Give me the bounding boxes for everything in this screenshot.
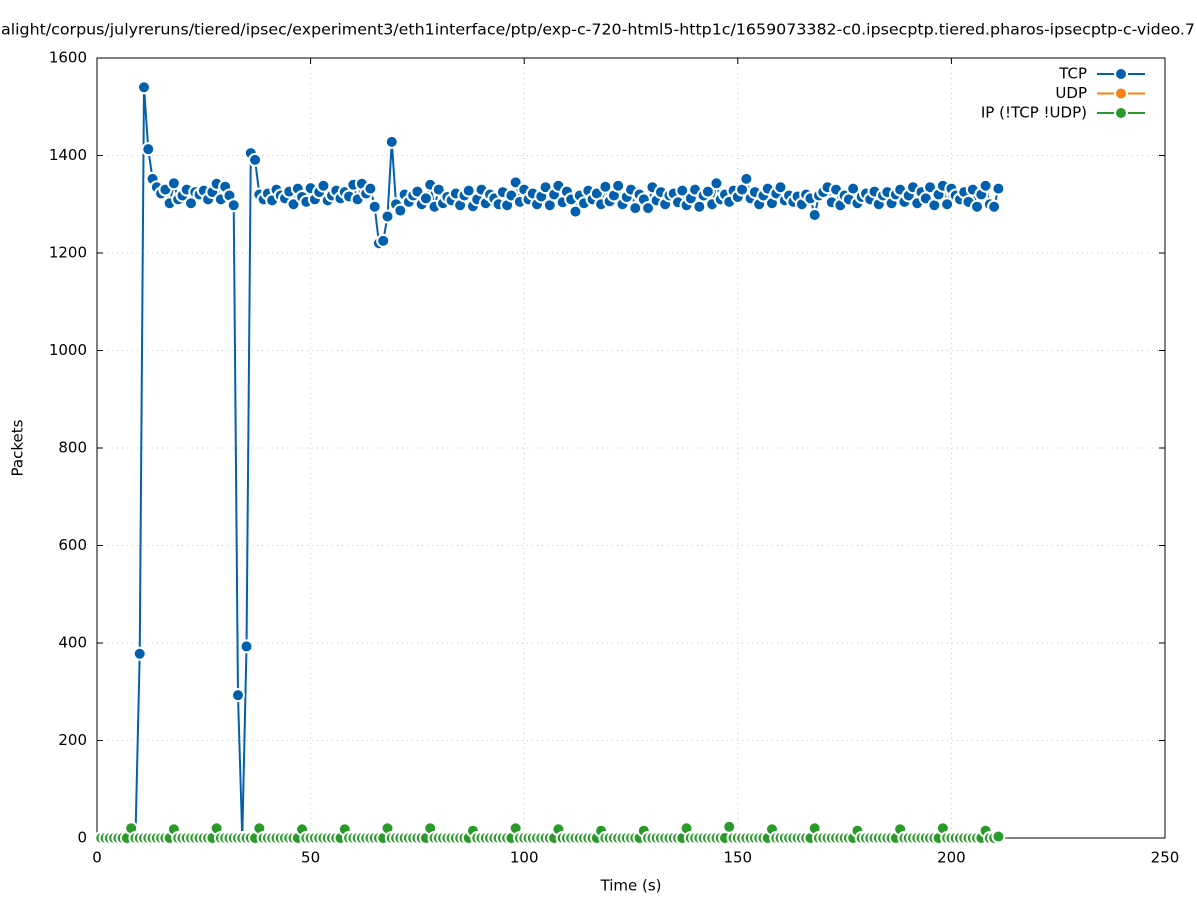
y-tick-label: 800 [58, 439, 87, 457]
x-tick-label: 50 [301, 849, 320, 867]
y-axis-label: Packets [9, 419, 27, 476]
data-point [380, 209, 395, 224]
data-point [226, 198, 241, 213]
y-tick-label: 1000 [49, 341, 87, 359]
x-tick-label: 0 [92, 849, 102, 867]
legend-label: UDP [1055, 84, 1087, 102]
legend-marker [1114, 106, 1128, 120]
data-point [611, 178, 626, 193]
legend-marker [1114, 67, 1128, 81]
data-point [692, 199, 707, 214]
data-point [807, 207, 822, 222]
data-point [363, 181, 378, 196]
x-tick-label: 200 [937, 849, 966, 867]
legend-label: TCP [1058, 65, 1087, 83]
x-tick-label: 250 [1151, 849, 1180, 867]
data-point [978, 178, 993, 193]
data-point [141, 142, 156, 157]
data-point [431, 182, 446, 197]
data-point [248, 152, 263, 167]
data-point [508, 175, 523, 190]
y-tick-label: 600 [58, 536, 87, 554]
y-tick-label: 400 [58, 634, 87, 652]
y-tick-label: 200 [58, 731, 87, 749]
data-point [376, 233, 391, 248]
legend-marker [1114, 86, 1128, 101]
data-point [136, 80, 151, 95]
data-point [700, 184, 715, 199]
data-point [991, 181, 1006, 196]
data-point [970, 199, 985, 214]
data-point [166, 176, 181, 191]
x-axis-label: Time (s) [600, 877, 662, 895]
data-point [568, 204, 583, 219]
data-point [367, 199, 382, 214]
legend-label: IP (!TCP !UDP) [981, 104, 1087, 122]
data-point [739, 171, 754, 186]
data-point [991, 829, 1006, 844]
data-point [316, 178, 331, 193]
chart-title: alight/corpus/julyreruns/tiered/ipsec/ex… [1, 21, 1195, 39]
x-tick-label: 150 [723, 849, 752, 867]
data-point [393, 203, 408, 218]
x-tick-label: 100 [510, 849, 539, 867]
data-point [239, 639, 254, 654]
data-point [132, 646, 147, 661]
data-point [722, 819, 737, 834]
data-point [384, 134, 399, 149]
data-point [846, 181, 861, 196]
data-point [418, 191, 433, 206]
y-tick-label: 1400 [49, 146, 87, 164]
data-point [940, 197, 955, 212]
data-point [709, 176, 724, 191]
data-point [286, 197, 301, 212]
data-point [230, 688, 245, 703]
y-tick-label: 1200 [49, 244, 87, 262]
data-point [987, 199, 1002, 214]
y-tick-label: 0 [77, 829, 87, 847]
y-tick-label: 1600 [49, 49, 87, 67]
data-point [773, 180, 788, 195]
data-point [641, 201, 656, 216]
